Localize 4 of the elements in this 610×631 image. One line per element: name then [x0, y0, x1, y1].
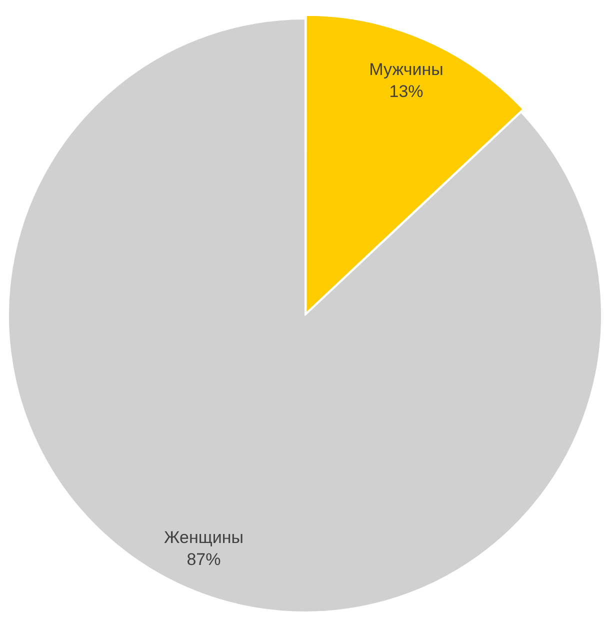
- slice-label: Мужчины: [369, 60, 444, 80]
- data-label: 13%: [389, 82, 424, 102]
- data-label: 87%: [186, 550, 221, 570]
- slice-label: Женщины: [164, 528, 244, 548]
